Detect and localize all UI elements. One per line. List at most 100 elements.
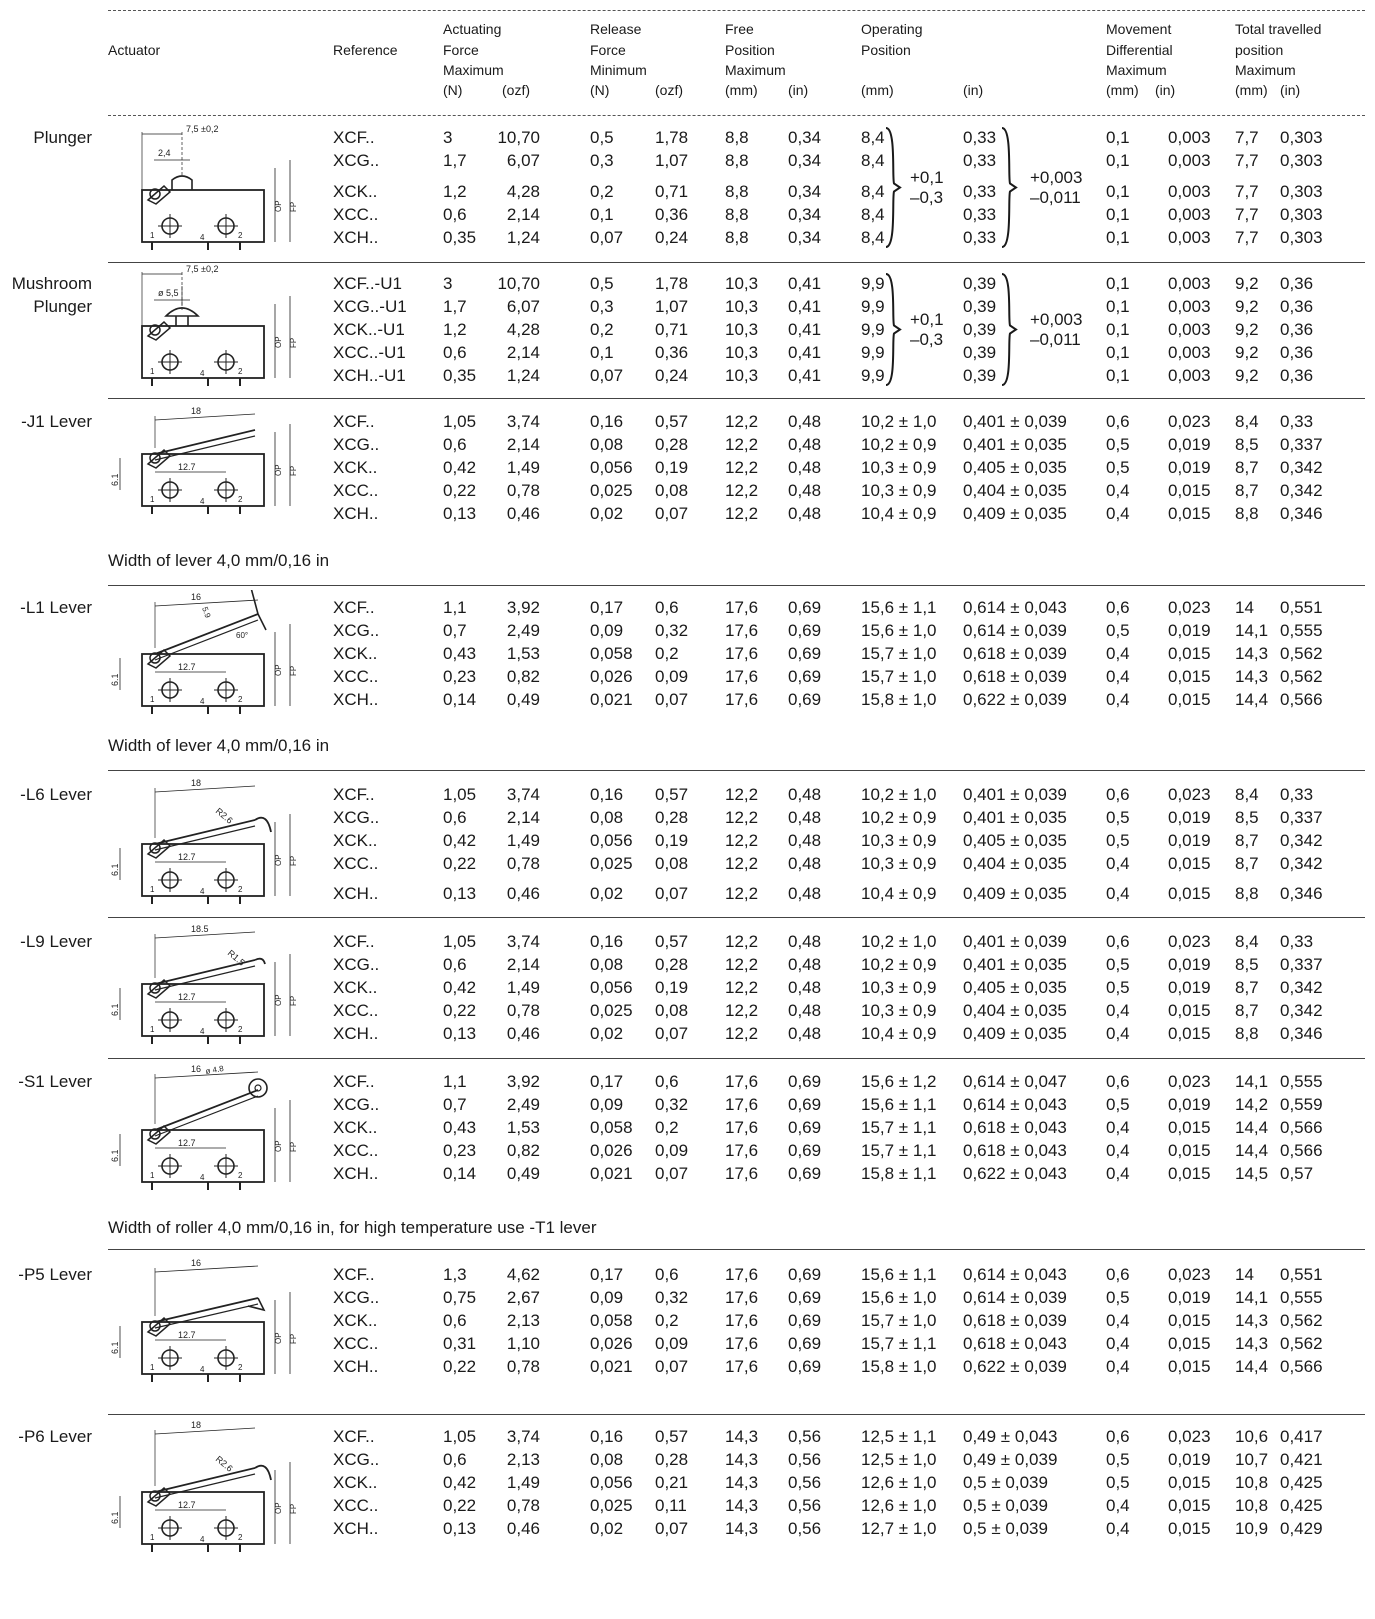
value-cell: 0,015 xyxy=(1168,690,1211,709)
value-cell: 0,019 xyxy=(1168,808,1211,827)
value-cell: 7,7 xyxy=(1235,128,1259,147)
value-cell: 1,7 xyxy=(443,151,467,170)
reference-cell: XCC.. xyxy=(333,1496,379,1515)
dimension-label: 16 xyxy=(191,1258,201,1268)
value-cell: 12,2 xyxy=(725,1001,759,1020)
value-cell: 0,5 xyxy=(1106,435,1130,454)
value-cell: 17,6 xyxy=(725,1311,759,1330)
value-cell: 0,36 xyxy=(1280,343,1314,362)
roller-axle xyxy=(254,1084,262,1092)
value-cell: 1,05 xyxy=(443,932,477,951)
value-cell: 0,023 xyxy=(1168,785,1211,804)
value-cell: 10,2 ± 0,9 xyxy=(861,808,937,827)
mushroom-cap xyxy=(164,307,200,326)
value-cell: 8,7 xyxy=(1235,1001,1259,1020)
value-cell: 0,6 xyxy=(443,1311,467,1330)
value-cell: 0,34 xyxy=(788,205,822,224)
value-cell: 0,5 xyxy=(1106,1450,1130,1469)
tolerance-minus-mm: –0,3 xyxy=(910,329,944,349)
dimension-label: 5.9 xyxy=(200,606,212,620)
value-cell: 0,5 xyxy=(1106,458,1130,477)
value-cell: 0,6 xyxy=(1106,1072,1130,1091)
dimension-line xyxy=(154,1427,256,1435)
value-cell: 0,1 xyxy=(590,343,614,362)
reference-cell: XCK.. xyxy=(333,1311,378,1330)
value-cell: 0,33 xyxy=(963,182,997,201)
actuator-name: -L9 Lever xyxy=(20,932,92,951)
reference-cell: XCK.. xyxy=(333,458,378,477)
header-unit: (ozf) xyxy=(655,82,683,98)
value-cell: 0,015 xyxy=(1168,1164,1211,1183)
value-cell: 0,025 xyxy=(590,854,633,873)
reference-cell: XCG.. xyxy=(333,1095,380,1114)
tolerance-minus-mm: –0,3 xyxy=(910,187,944,207)
value-cell: 0,019 xyxy=(1168,1288,1211,1307)
value-cell: 0,555 xyxy=(1280,621,1323,640)
value-cell: 0,46 xyxy=(506,1024,540,1043)
value-cell: 0,28 xyxy=(655,808,689,827)
value-cell: 0,56 xyxy=(788,1473,822,1492)
value-cell: 0,22 xyxy=(443,1357,477,1376)
dimension-label: 18 xyxy=(191,1420,201,1430)
value-cell: 0,49 xyxy=(506,690,540,709)
value-cell: 0,41 xyxy=(788,320,822,339)
value-cell: 15,6 ± 1,1 xyxy=(861,1265,937,1284)
value-cell: 0,058 xyxy=(590,644,633,663)
dimension-label: 6.1 xyxy=(110,863,120,876)
lever-curl xyxy=(254,1464,272,1481)
value-cell: 1,24 xyxy=(506,366,540,385)
pin-label: 4 xyxy=(200,1535,205,1544)
actuator-drawing: 1 4 2 OP FP 7,5 ±0,2 2,4 xyxy=(141,124,298,250)
value-cell: 8,8 xyxy=(725,151,749,170)
reference-cell: XCH.. xyxy=(333,504,379,523)
value-cell: 0,614 ± 0,043 xyxy=(963,1095,1067,1114)
value-cell: 0,6 xyxy=(1106,598,1130,617)
value-cell: 0,08 xyxy=(655,854,689,873)
value-cell: 0,1 xyxy=(1106,320,1130,339)
value-cell: 0,5 xyxy=(590,128,614,147)
value-cell: 0,618 ± 0,039 xyxy=(963,1311,1067,1330)
dimension-label: 16 xyxy=(191,592,201,602)
value-cell: 0,019 xyxy=(1168,621,1211,640)
dimension-label: 12.7 xyxy=(178,1138,196,1148)
value-cell: 1,07 xyxy=(655,151,689,170)
value-cell: 8,4 xyxy=(1235,932,1259,951)
dimension-label: 7,5 ±0,2 xyxy=(186,124,218,134)
value-cell: 0,6 xyxy=(655,598,679,617)
value-cell: 14,4 xyxy=(1235,690,1269,709)
reference-cell: XCH.. xyxy=(333,1357,379,1376)
value-cell: 0,058 xyxy=(590,1118,633,1137)
value-cell: 0,19 xyxy=(655,458,689,477)
value-cell: 0,1 xyxy=(1106,274,1130,293)
value-cell: 10,3 ± 0,9 xyxy=(861,831,937,850)
value-cell: 0,48 xyxy=(788,785,822,804)
value-cell: 0,1 xyxy=(1106,151,1130,170)
value-cell: 0,09 xyxy=(590,1288,624,1307)
value-cell: 15,7 ± 1,0 xyxy=(861,644,937,663)
section-divider xyxy=(108,1058,1365,1059)
value-cell: 8,4 xyxy=(861,128,885,147)
pin-label: 1 xyxy=(150,495,155,504)
dimension-line xyxy=(154,1265,259,1273)
dimension-label: 6.1 xyxy=(110,473,120,486)
value-cell: 0,02 xyxy=(590,1024,624,1043)
section-divider xyxy=(108,585,1365,586)
value-cell: 0,16 xyxy=(590,412,624,431)
value-cell: 0,07 xyxy=(655,690,689,709)
lever-arm xyxy=(154,825,256,851)
value-cell: 0,39 xyxy=(963,274,997,293)
reference-cell: XCG.. xyxy=(333,435,380,454)
value-cell: 0,33 xyxy=(1280,785,1314,804)
op-label: OP xyxy=(274,994,283,1006)
fp-label: FP xyxy=(289,666,298,676)
value-cell: 0,56 xyxy=(788,1450,822,1469)
op-label: OP xyxy=(274,1332,283,1344)
dimension-label: 6.1 xyxy=(110,1511,120,1524)
value-cell: 0,559 xyxy=(1280,1095,1323,1114)
value-cell: 0,1 xyxy=(1106,366,1130,385)
value-cell: 0,09 xyxy=(590,1095,624,1114)
value-cell: 8,7 xyxy=(1235,481,1259,500)
value-cell: 15,8 ± 1,0 xyxy=(861,690,937,709)
value-cell: 0,025 xyxy=(590,481,633,500)
pin-label: 4 xyxy=(200,497,205,506)
